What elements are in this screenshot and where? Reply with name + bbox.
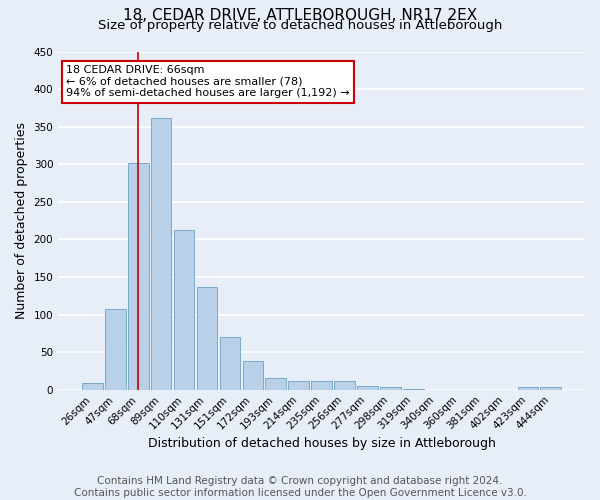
- X-axis label: Distribution of detached houses by size in Attleborough: Distribution of detached houses by size …: [148, 437, 496, 450]
- Bar: [242, 361, 263, 390]
- Bar: [403, 389, 424, 390]
- Bar: [541, 388, 561, 390]
- Bar: [265, 378, 286, 390]
- Bar: [334, 382, 355, 390]
- Text: 18, CEDAR DRIVE, ATTLEBOROUGH, NR17 2EX: 18, CEDAR DRIVE, ATTLEBOROUGH, NR17 2EX: [123, 8, 477, 22]
- Bar: [357, 386, 378, 390]
- Bar: [380, 388, 401, 390]
- Bar: [289, 380, 309, 390]
- Y-axis label: Number of detached properties: Number of detached properties: [15, 122, 28, 319]
- Bar: [82, 383, 103, 390]
- Bar: [220, 337, 240, 390]
- Text: Contains HM Land Registry data © Crown copyright and database right 2024.
Contai: Contains HM Land Registry data © Crown c…: [74, 476, 526, 498]
- Bar: [311, 382, 332, 390]
- Bar: [174, 230, 194, 390]
- Bar: [518, 386, 538, 390]
- Text: Size of property relative to detached houses in Attleborough: Size of property relative to detached ho…: [98, 18, 502, 32]
- Bar: [151, 118, 172, 390]
- Bar: [197, 287, 217, 390]
- Text: 18 CEDAR DRIVE: 66sqm
← 6% of detached houses are smaller (78)
94% of semi-detac: 18 CEDAR DRIVE: 66sqm ← 6% of detached h…: [66, 65, 350, 98]
- Bar: [105, 308, 125, 390]
- Bar: [128, 162, 149, 390]
